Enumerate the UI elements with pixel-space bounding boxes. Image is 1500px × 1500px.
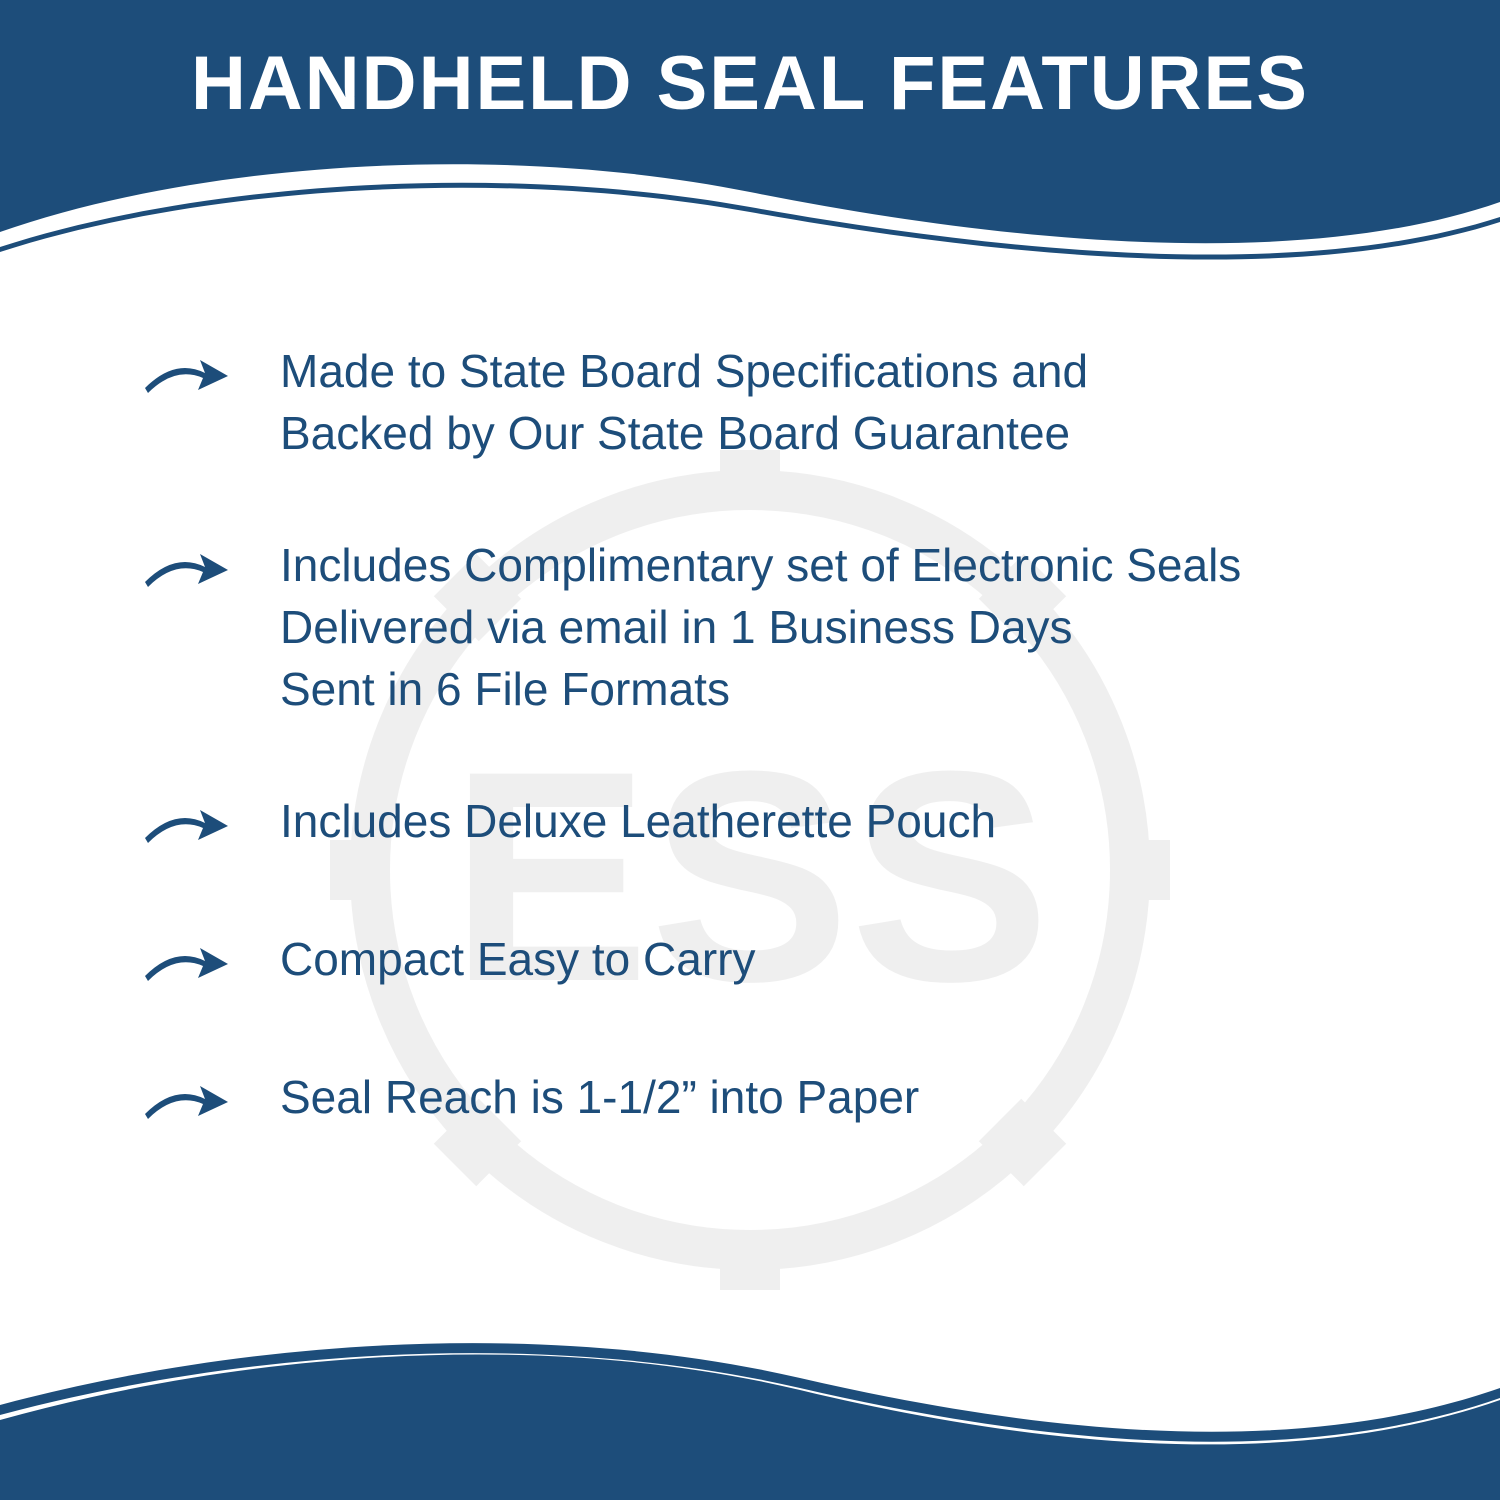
wave-divider-top <box>0 142 1500 282</box>
feature-item: Seal Reach is 1-1/2” into Paper <box>140 1066 1380 1134</box>
arrow-right-icon <box>140 936 230 996</box>
header-banner: HANDHELD SEAL FEATURES <box>0 0 1500 280</box>
feature-text: Compact Easy to Carry <box>280 928 755 990</box>
feature-text: Includes Complimentary set of Electronic… <box>280 534 1241 720</box>
feature-item: Made to State Board Specifications and B… <box>140 340 1380 464</box>
arrow-right-icon <box>140 348 230 408</box>
feature-item: Includes Complimentary set of Electronic… <box>140 534 1380 720</box>
feature-text: Made to State Board Specifications and B… <box>280 340 1088 464</box>
arrow-right-icon <box>140 1074 230 1134</box>
feature-text: Seal Reach is 1-1/2” into Paper <box>280 1066 919 1128</box>
arrow-right-icon <box>140 798 230 858</box>
page-title: HANDHELD SEAL FEATURES <box>0 0 1500 127</box>
features-list: Made to State Board Specifications and B… <box>0 280 1500 1244</box>
feature-item: Includes Deluxe Leatherette Pouch <box>140 790 1380 858</box>
arrow-right-icon <box>140 542 230 602</box>
feature-text: Includes Deluxe Leatherette Pouch <box>280 790 996 852</box>
feature-item: Compact Easy to Carry <box>140 928 1380 996</box>
wave-divider-bottom <box>0 1320 1500 1500</box>
